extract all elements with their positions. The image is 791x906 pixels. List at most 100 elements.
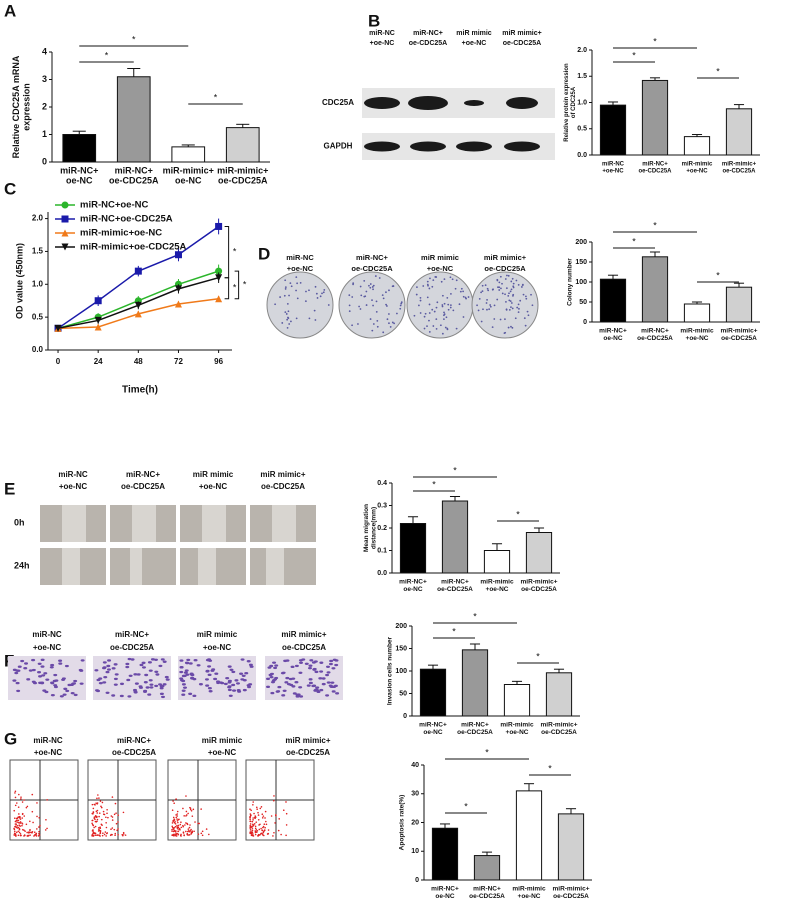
colony [376,325,379,328]
colony [451,278,454,281]
cell [308,678,313,681]
colony [431,285,434,288]
blot-band [506,97,538,109]
colony [530,293,532,296]
cell [113,663,118,666]
label: * [653,36,657,46]
label: miR-NC+ [419,722,447,729]
y-tick-label: 0.4 [377,480,387,487]
colony [518,307,520,310]
event [26,831,28,834]
colony [426,283,429,286]
label: D [258,244,270,263]
cell [269,675,274,679]
cell [153,658,158,661]
event [45,818,47,821]
event [200,832,203,835]
cell [249,665,254,668]
cell [309,659,314,662]
colony [389,326,392,328]
event [110,828,112,831]
colony [424,312,427,315]
colony [288,323,291,325]
label: miR-NC+ [117,736,151,745]
event [31,810,34,813]
cell [227,665,232,668]
event [272,799,275,802]
colony [460,287,463,290]
label: +oe-NC [602,168,624,174]
cell [325,673,330,677]
event [282,809,285,811]
event [114,802,117,805]
event [13,827,15,830]
colony [375,300,378,303]
label: of CDC25A [571,86,577,118]
cell [326,665,331,669]
cell [205,670,210,673]
event [29,820,31,823]
cell [193,659,198,662]
colony [279,296,282,298]
event [173,826,176,829]
cell [214,672,219,675]
event [113,828,116,831]
colony [486,298,488,301]
event [36,828,38,830]
cell [333,684,338,688]
cell [274,664,279,667]
event [171,834,174,836]
event [19,821,22,823]
colony [450,292,452,295]
label: Colony number [567,258,574,306]
bar [399,523,427,574]
x-tick-label: 48 [134,357,143,366]
label: oe-NC [603,335,622,342]
marker [61,243,69,251]
cell [319,661,324,664]
event [249,817,251,819]
event [205,828,208,830]
cell [205,684,210,687]
colony [304,300,307,303]
event [255,806,258,809]
cell [128,674,133,677]
wound-gap [198,548,216,585]
colony [485,302,488,304]
cell [162,660,167,663]
colony [508,299,511,302]
colony [484,284,487,287]
colony [435,306,438,309]
y-tick-label: 0.5 [32,312,44,321]
y-tick-label: 150 [575,259,587,266]
event [20,796,22,798]
colony [462,316,465,318]
cell [188,692,193,696]
colony [352,283,354,286]
event [200,808,202,810]
cell [225,676,230,680]
colony [432,325,435,327]
colony [510,306,512,309]
bar [525,532,553,574]
cell [269,672,274,676]
colony [287,317,290,320]
event [21,812,24,815]
colony [511,307,514,310]
event [13,834,15,836]
label: miR mimic+ [484,253,527,262]
event [17,834,20,837]
x-tick-label: 0 [56,357,61,366]
event [99,800,102,802]
label: * [548,763,552,773]
label: oe-CDC25A [261,482,305,491]
cell [248,663,253,667]
cell [94,669,99,672]
bar [441,500,469,574]
colony [321,292,323,295]
bar [62,134,97,163]
event [171,822,174,824]
marker [215,267,223,275]
colony [287,310,290,313]
colony [501,292,504,295]
